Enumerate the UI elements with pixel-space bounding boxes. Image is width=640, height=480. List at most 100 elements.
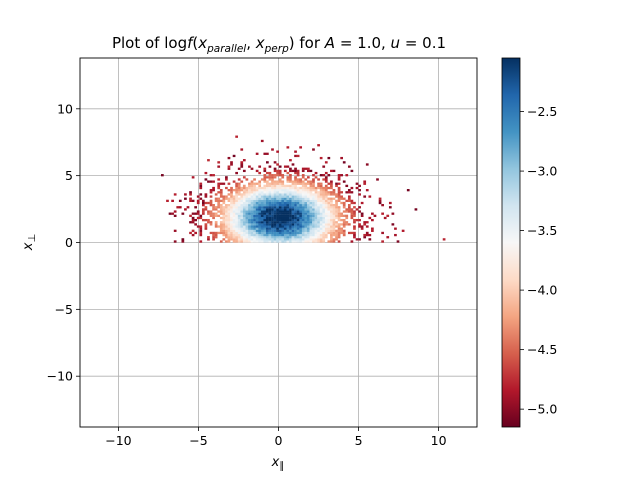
heatmap-cell	[330, 193, 333, 196]
heatmap-cell	[237, 231, 241, 235]
heatmap-cell	[324, 189, 328, 192]
heatmap-cell	[312, 221, 315, 224]
heatmap-cell	[219, 227, 223, 230]
heatmap-cell	[330, 201, 333, 205]
heatmap-cell	[301, 201, 305, 205]
heatmap-cell	[268, 223, 272, 226]
heatmap-cell	[276, 229, 279, 232]
heatmap-cell	[255, 238, 259, 241]
heatmap-cell	[281, 191, 285, 194]
heatmap-cell	[291, 231, 295, 235]
heatmap-cell	[299, 238, 303, 241]
heatmap-cell	[232, 231, 236, 235]
heatmap-cell	[342, 206, 346, 209]
heatmap-cell	[222, 229, 226, 232]
heatmap-cell	[217, 184, 221, 188]
heatmap-cell	[230, 218, 233, 222]
heatmap-cell	[283, 214, 287, 217]
y-tick-label: 10	[57, 101, 73, 116]
heatmap-cell	[271, 197, 274, 200]
heatmap-cell	[340, 227, 343, 230]
heatmap-cell	[225, 223, 228, 226]
colorbar-tick-label: −3.0	[527, 164, 557, 179]
heatmap-cell	[227, 167, 231, 170]
heatmap-cell	[235, 184, 238, 188]
heatmap-cell	[235, 191, 238, 194]
heatmap-cell	[227, 216, 231, 220]
heatmap-cell	[263, 180, 267, 183]
heatmap-cell	[189, 221, 192, 224]
heatmap-cell	[319, 229, 323, 232]
heatmap-cell	[232, 227, 236, 230]
heatmap-cell	[306, 227, 310, 230]
heatmap-cell	[322, 201, 326, 205]
heatmap-cell	[242, 240, 246, 243]
heatmap-cell	[201, 199, 205, 203]
heatmap-cell	[230, 233, 233, 237]
colorbar-tick-label: −4.5	[527, 342, 557, 357]
heatmap-cell	[286, 184, 290, 188]
heatmap-cell	[314, 240, 318, 243]
heatmap-cell	[240, 197, 244, 200]
heatmap-cell	[299, 189, 303, 192]
heatmap-cell	[266, 233, 269, 237]
heatmap-cell	[304, 191, 308, 194]
heatmap-cell	[237, 193, 241, 196]
heatmap-cell	[250, 212, 254, 215]
heatmap-cell	[240, 199, 244, 203]
heatmap-cell	[227, 189, 231, 192]
heatmap-cell	[242, 210, 246, 213]
heatmap-cell	[304, 208, 308, 211]
heatmap-cell	[219, 212, 223, 215]
heatmap-cell	[245, 197, 249, 200]
heatmap-cell	[322, 225, 326, 228]
heatmap-cell	[278, 174, 282, 177]
heatmap-cell	[196, 199, 200, 203]
heatmap-cell	[258, 171, 262, 175]
heatmap-cell	[240, 210, 244, 213]
heatmap-cell	[222, 197, 226, 200]
heatmap-cell	[209, 210, 213, 213]
heatmap-cell	[330, 231, 333, 235]
heatmap-cell	[358, 218, 361, 222]
heatmap-cell	[314, 229, 318, 232]
heatmap-cell	[176, 206, 180, 209]
heatmap-cell	[217, 197, 221, 200]
heatmap-cell	[289, 221, 292, 224]
heatmap-cell	[291, 206, 295, 209]
heatmap-cell	[245, 189, 249, 192]
heatmap-cell	[235, 216, 238, 220]
heatmap-cell	[181, 240, 185, 243]
heatmap-cell	[301, 197, 305, 200]
heatmap-cell	[242, 204, 246, 207]
heatmap-cell	[268, 227, 272, 230]
heatmap-cell	[289, 201, 292, 205]
heatmap-cell	[283, 206, 287, 209]
heatmap-cell	[250, 210, 254, 213]
heatmap-cell	[294, 150, 297, 153]
heatmap-cell	[358, 206, 361, 209]
heatmap-cell	[291, 208, 295, 211]
heatmap-cell	[230, 231, 233, 235]
heatmap-cell	[242, 199, 246, 203]
heatmap-cell	[263, 218, 267, 222]
heatmap-cell	[245, 218, 249, 222]
heatmap-cell	[330, 191, 333, 194]
heatmap-cell	[255, 221, 259, 224]
heatmap-cell	[230, 223, 233, 226]
heatmap-cell	[294, 201, 297, 205]
heatmap-cell	[227, 212, 231, 215]
heatmap-cell	[278, 201, 282, 205]
heatmap-cell	[258, 201, 262, 205]
heatmap-cell	[299, 214, 303, 217]
heatmap-cell	[266, 199, 269, 203]
heatmap-cell	[294, 169, 297, 173]
heatmap-cell	[194, 231, 198, 235]
heatmap-cell	[337, 176, 341, 179]
heatmap-cell	[217, 210, 221, 213]
heatmap-cell	[263, 195, 267, 198]
heatmap-cell	[266, 201, 269, 205]
heatmap-cell	[306, 206, 310, 209]
heatmap-cell	[289, 229, 292, 232]
heatmap-cell	[324, 193, 328, 196]
